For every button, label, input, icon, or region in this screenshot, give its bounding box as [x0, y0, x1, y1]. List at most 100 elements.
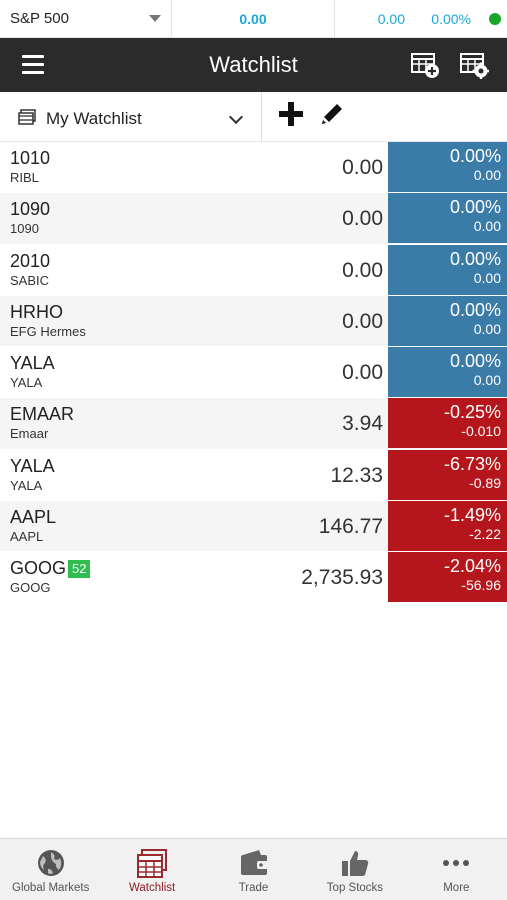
- row-change-box: 0.00% 0.00: [388, 244, 507, 295]
- row-price: 146.77: [318, 515, 383, 539]
- row-price: 0.00: [342, 258, 383, 282]
- row-change-box: -6.73% -0.89: [388, 449, 507, 500]
- index-value: 0.00: [172, 0, 335, 38]
- watchlist-row[interactable]: 1090 1090 0.00 0.00% 0.00: [0, 193, 507, 245]
- watchlist-row[interactable]: EMAAR Emaar 3.94 -0.25% -0.010: [0, 398, 507, 450]
- watchlist-row[interactable]: 2010 SABIC 0.00 0.00% 0.00: [0, 244, 507, 296]
- row-symbol: YALA: [10, 455, 55, 476]
- index-name: S&P 500: [10, 10, 69, 27]
- row-change-percent: 0.00%: [449, 146, 501, 166]
- row-symbol: 1010: [10, 148, 51, 168]
- globe-icon: [37, 850, 64, 876]
- row-company-name: EFG Hermes: [10, 323, 86, 339]
- row-symbol: HRHO: [10, 301, 63, 322]
- index-percent: 0.00%: [431, 10, 471, 27]
- chevron-down-icon: [228, 109, 244, 125]
- row-change-percent: 0.00%: [449, 197, 501, 218]
- row-symbol: YALA: [10, 353, 55, 374]
- tab-label: Trade: [238, 882, 269, 894]
- watchlist-toolbar: My Watchlist: [0, 92, 507, 142]
- row-change-amount: 0.00: [473, 269, 501, 286]
- row-change-amount: 0.00: [473, 167, 501, 183]
- row-price: 0.00: [342, 361, 383, 385]
- row-change-percent: -6.73%: [443, 453, 501, 474]
- thumbs-up-icon: [341, 851, 369, 876]
- add-symbol-icon[interactable]: [279, 102, 303, 126]
- row-company-name: 1090: [10, 221, 39, 237]
- more-icon: [443, 860, 470, 866]
- row-change-percent: -2.04%: [443, 556, 501, 577]
- bottom-navigation: Global Markets Watchlist Trade Top Stock…: [0, 838, 507, 900]
- row-change-amount: -56.96: [461, 577, 501, 594]
- tab-more[interactable]: More: [406, 839, 507, 900]
- row-change-box: -1.49% -2.22: [388, 501, 507, 552]
- row-change-percent: 0.00%: [449, 299, 501, 320]
- market-status-dot: [489, 12, 501, 25]
- row-company-name: RIBL: [10, 170, 39, 185]
- row-change-amount: -0.010: [461, 423, 501, 440]
- row-company-name: YALA: [10, 375, 43, 391]
- watchlist-row[interactable]: 1010 RIBL 0.00 0.00% 0.00: [0, 142, 507, 194]
- market-ticker: S&P 500 0.00 0.00 0.00%: [0, 0, 507, 38]
- row-price: 12.33: [330, 463, 383, 487]
- row-company-name: Emaar: [10, 426, 49, 442]
- page-title: Watchlist: [209, 52, 298, 77]
- row-change-box: 0.00% 0.00: [388, 142, 507, 192]
- hamburger-menu-icon[interactable]: [22, 55, 44, 75]
- row-price: 0.00: [342, 207, 383, 231]
- row-change-amount: 0.00: [473, 218, 501, 235]
- row-company-name: AAPL: [10, 529, 44, 545]
- tab-top-stocks[interactable]: Top Stocks: [304, 839, 405, 900]
- watchlist-settings-icon[interactable]: [459, 51, 489, 79]
- row-change-amount: 0.00: [473, 320, 501, 337]
- row-price: 0.00: [342, 309, 383, 333]
- row-company-name: SABIC: [10, 272, 50, 288]
- row-price: 3.94: [342, 412, 383, 436]
- watchlist-icon: [137, 849, 168, 878]
- watchlist-list-icon: [18, 109, 36, 125]
- watchlist-row[interactable]: YALA YALA 0.00 0.00% 0.00: [0, 347, 507, 399]
- row-change-box: -0.25% -0.010: [388, 398, 507, 449]
- watchlist-selector[interactable]: My Watchlist: [0, 92, 262, 142]
- row-symbol: EMAAR: [10, 404, 75, 425]
- tab-trade[interactable]: Trade: [203, 839, 304, 900]
- row-change-percent: -1.49%: [443, 505, 501, 526]
- edit-pencil-icon[interactable]: [318, 100, 346, 128]
- watchlist-row[interactable]: HRHO EFG Hermes 0.00 0.00% 0.00: [0, 295, 507, 348]
- row-change-box: -2.04% -56.96: [388, 552, 507, 603]
- row-change-percent: 0.00%: [449, 351, 501, 372]
- tab-label: More: [443, 882, 470, 894]
- row-change-amount: 0.00: [473, 372, 501, 389]
- row-company-name: YALA: [10, 477, 43, 493]
- index-selector[interactable]: S&P 500: [0, 0, 172, 38]
- caret-down-icon: [149, 14, 161, 22]
- add-watchlist-icon[interactable]: [410, 51, 440, 79]
- tab-label: Watchlist: [128, 882, 176, 894]
- watchlist-row[interactable]: AAPL AAPL 146.77 -1.49% -2.22: [0, 501, 507, 553]
- tab-label: Top Stocks: [326, 882, 384, 894]
- tab-watchlist[interactable]: Watchlist: [101, 839, 202, 900]
- tab-label: Global Markets: [12, 882, 90, 894]
- watchlist-table: 1010 RIBL 0.00 0.00% 0.00 1090 1090 0.00 0.00% 0.…: [0, 142, 507, 604]
- row-symbol: AAPL: [10, 507, 57, 528]
- row-symbol: 2010: [10, 250, 51, 271]
- watchlist-row[interactable]: GOOG 52 GOOG 2,735.93 -2.04% -56.96: [0, 552, 507, 604]
- row-change-box: 0.00% 0.00: [388, 347, 507, 398]
- app-header: Watchlist: [0, 38, 507, 92]
- index-change: 0.00: [377, 10, 405, 27]
- row-symbol: GOOG: [10, 558, 67, 579]
- row-badge: 52: [68, 560, 91, 579]
- row-change-box: 0.00% 0.00: [388, 193, 507, 244]
- row-change-amount: -2.22: [469, 526, 501, 543]
- row-change-percent: -0.25%: [443, 402, 501, 423]
- watchlist-row[interactable]: YALA YALA 12.33 -6.73% -0.89: [0, 449, 507, 502]
- row-symbol: 1090: [10, 199, 51, 220]
- row-change-box: 0.00% 0.00: [388, 295, 507, 346]
- row-price: 0.00: [342, 156, 383, 179]
- tab-global-markets[interactable]: Global Markets: [0, 839, 101, 900]
- row-change-amount: -0.89: [469, 474, 501, 491]
- wallet-icon: [240, 850, 268, 875]
- watchlist-name: My Watchlist: [46, 109, 142, 128]
- row-price: 2,735.93: [301, 566, 383, 590]
- row-company-name: GOOG: [10, 580, 51, 596]
